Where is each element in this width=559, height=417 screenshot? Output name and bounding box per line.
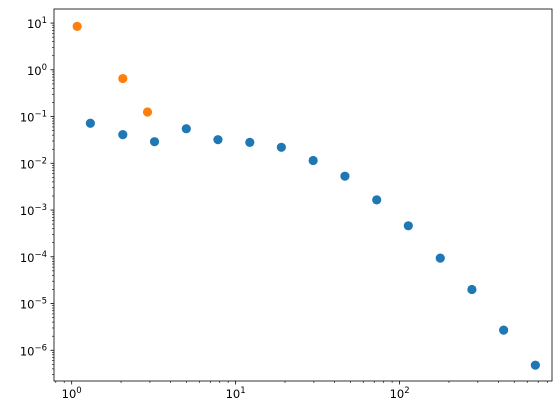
data-point: [149, 137, 160, 147]
x-tick-label: 101: [226, 386, 246, 401]
data-point: [142, 107, 153, 117]
data-point: [435, 253, 445, 263]
plot-area: [72, 21, 540, 370]
series-2: [72, 21, 153, 117]
data-point: [530, 360, 540, 370]
data-point: [308, 155, 318, 166]
data-point: [118, 130, 128, 140]
y-axis: 10−6 10−5 10−4 10−3 10−2 10−1 100 101: [20, 16, 54, 376]
data-point: [499, 325, 509, 335]
data-point: [118, 73, 128, 84]
data-point: [467, 284, 477, 295]
y-tick-label: 10−4: [20, 250, 47, 265]
x-axis: 100 101 102: [55, 381, 548, 401]
series-1: [85, 118, 540, 370]
data-point: [372, 195, 382, 205]
y-tick-label: 10−1: [20, 110, 47, 125]
data-point: [403, 221, 413, 231]
data-point: [72, 21, 82, 31]
x-tick-label: 100: [62, 386, 82, 401]
y-tick-label: 10−2: [20, 156, 47, 171]
x-tick-label: 102: [390, 386, 410, 401]
data-point: [340, 171, 350, 181]
axes-border: [53, 8, 553, 382]
y-tick-label: 10−3: [20, 203, 47, 218]
data-point: [245, 137, 255, 147]
y-tick-label: 101: [27, 16, 47, 31]
data-point: [213, 135, 223, 145]
y-tick-label: 10−5: [20, 297, 47, 312]
data-point: [85, 118, 95, 128]
axes-frame: [53, 8, 553, 382]
y-tick-label: 10−6: [20, 343, 47, 358]
data-point: [181, 124, 191, 134]
data-point: [276, 142, 286, 152]
y-tick-label: 100: [27, 63, 47, 78]
